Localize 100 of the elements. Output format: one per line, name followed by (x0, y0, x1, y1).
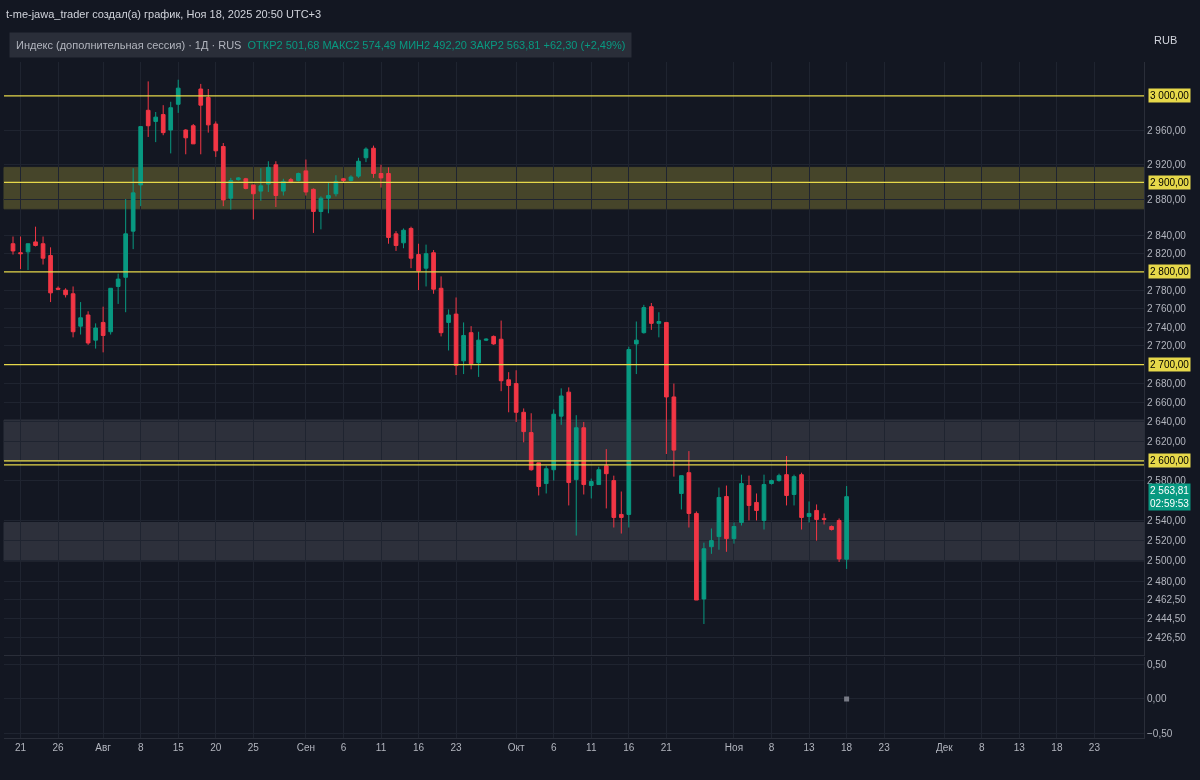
ref-line-label: 2 600,00 (1150, 455, 1190, 466)
candlestick (175, 79, 181, 114)
candlestick (311, 187, 316, 234)
candlestick (446, 308, 451, 351)
y-tick-label: 2 640,00 (1147, 416, 1187, 428)
y-tick-label: 0,00 (1147, 693, 1167, 705)
candlestick (160, 104, 166, 136)
chart-subtitle: ОТКР2 501,68 МАКС2 574,49 МИН2 492,20 ЗАКР2 563,81 +62,30 (+2,49%) (247, 39, 626, 51)
y-tick-label: −0,50 (1147, 727, 1173, 739)
candlestick (378, 164, 384, 189)
x-tick-label: Ноя (724, 742, 744, 753)
y-tick-label: 2 880,00 (1147, 194, 1187, 206)
candlestick (521, 407, 527, 443)
candlestick (18, 236, 23, 270)
candlestick (115, 273, 121, 305)
candlestick (761, 474, 767, 531)
y-tick-label: 2 480,00 (1147, 575, 1187, 587)
y-tick-label: 2 760,00 (1147, 303, 1187, 315)
candlestick (814, 503, 819, 542)
candlestick (326, 181, 331, 214)
candlestick (844, 485, 849, 570)
ref-line-label: 2 700,00 (1150, 359, 1190, 370)
candlestick (641, 304, 647, 335)
candlestick (671, 383, 677, 478)
candlestick (356, 157, 361, 179)
x-tick-label: 20 (210, 742, 222, 753)
candlestick (491, 334, 496, 346)
candlestick (754, 492, 759, 521)
text: t-me-jawa_trader создал(а) график, Ноя 18, 2025 20:50 UTC+3 (6, 8, 322, 20)
candlestick (416, 243, 421, 291)
candlestick (235, 176, 241, 182)
candlestick (198, 83, 204, 155)
candlestick (596, 466, 602, 486)
candlestick (220, 142, 226, 207)
candlestick (821, 512, 827, 525)
candlestick (108, 287, 113, 336)
candlestick (633, 321, 639, 375)
x-tick-label: 25 (247, 742, 260, 753)
candlestick (483, 337, 489, 342)
x-tick-label: 8 (137, 742, 144, 753)
y-tick-label: 2 444,50 (1147, 612, 1187, 624)
ref-line-label: 3 000,00 (1150, 90, 1190, 101)
candlestick (423, 244, 429, 287)
candlestick (731, 521, 737, 545)
candlestick (63, 287, 68, 298)
candlestick (581, 421, 587, 495)
candlestick (85, 310, 91, 346)
candlestick (130, 167, 136, 250)
candlestick (724, 485, 729, 553)
x-tick-label: 18 (841, 742, 853, 753)
candlestick (25, 243, 31, 271)
candlestick (183, 128, 189, 155)
y-tick-label: 2 500,00 (1147, 555, 1187, 567)
candlestick (228, 177, 234, 211)
text: 2 563,81 02:59:53 (1150, 485, 1190, 509)
candlestick (461, 321, 466, 375)
x-tick-label: 26 (52, 742, 65, 753)
candlestick (799, 472, 804, 531)
y-tick-label: 2 426,50 (1147, 631, 1187, 643)
candlestick (281, 178, 286, 197)
candlestick (258, 167, 264, 202)
x-tick-label: 13 (803, 742, 816, 753)
candlestick (686, 450, 692, 528)
x-tick-label: Сен (296, 742, 316, 753)
candlestick (266, 160, 271, 193)
candlestick (506, 371, 511, 413)
y-tick-label: 2 780,00 (1147, 284, 1187, 296)
candlestick (656, 311, 662, 338)
candlestick (558, 387, 564, 426)
candlestick (250, 184, 256, 221)
y-tick-label: 2 520,00 (1147, 535, 1187, 547)
candlestick (536, 462, 542, 496)
y-tick-label: 2 820,00 (1147, 248, 1187, 260)
x-tick-label: 11 (586, 742, 597, 753)
candlestick (709, 528, 714, 555)
x-tick-label: 15 (172, 742, 185, 753)
y-tick-label: 2 740,00 (1147, 321, 1187, 333)
ref-line-label: 2 900,00 (1150, 177, 1190, 188)
candlestick (341, 177, 346, 183)
candlestick (829, 524, 834, 532)
x-tick-label: 23 (450, 742, 463, 753)
candlestick (408, 226, 414, 269)
y-tick-label: 2 840,00 (1147, 230, 1187, 242)
candlestick (626, 346, 632, 528)
candlestick (145, 80, 151, 138)
candlestick (401, 227, 406, 249)
candlestick (138, 126, 144, 207)
candlestick (784, 455, 789, 506)
candlestick (303, 159, 309, 197)
candlestick (776, 473, 782, 483)
text: RUB (1154, 34, 1178, 46)
y-tick-label: 2 540,00 (1147, 514, 1187, 526)
candlestick (836, 517, 842, 563)
y-tick-label: 2 660,00 (1147, 397, 1187, 409)
y-tick-label: 0,50 (1147, 659, 1167, 671)
candlestick (566, 386, 572, 506)
candlestick (769, 479, 774, 486)
candlestick (318, 195, 324, 230)
candlestick (100, 306, 106, 353)
candlestick (190, 123, 196, 145)
